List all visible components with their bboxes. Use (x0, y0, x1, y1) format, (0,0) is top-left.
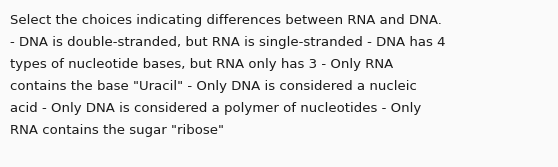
Text: contains the base "Uracil" - Only DNA is considered a nucleic: contains the base "Uracil" - Only DNA is… (10, 80, 417, 93)
Text: RNA contains the sugar "ribose": RNA contains the sugar "ribose" (10, 124, 224, 137)
Text: types of nucleotide bases, but RNA only has 3 - Only RNA: types of nucleotide bases, but RNA only … (10, 58, 393, 71)
Text: acid - Only DNA is considered a polymer of nucleotides - Only: acid - Only DNA is considered a polymer … (10, 102, 421, 115)
Text: Select the choices indicating differences between RNA and DNA.: Select the choices indicating difference… (10, 14, 442, 27)
Text: - DNA is double-stranded, but RNA is single-stranded - DNA has 4: - DNA is double-stranded, but RNA is sin… (10, 36, 445, 49)
